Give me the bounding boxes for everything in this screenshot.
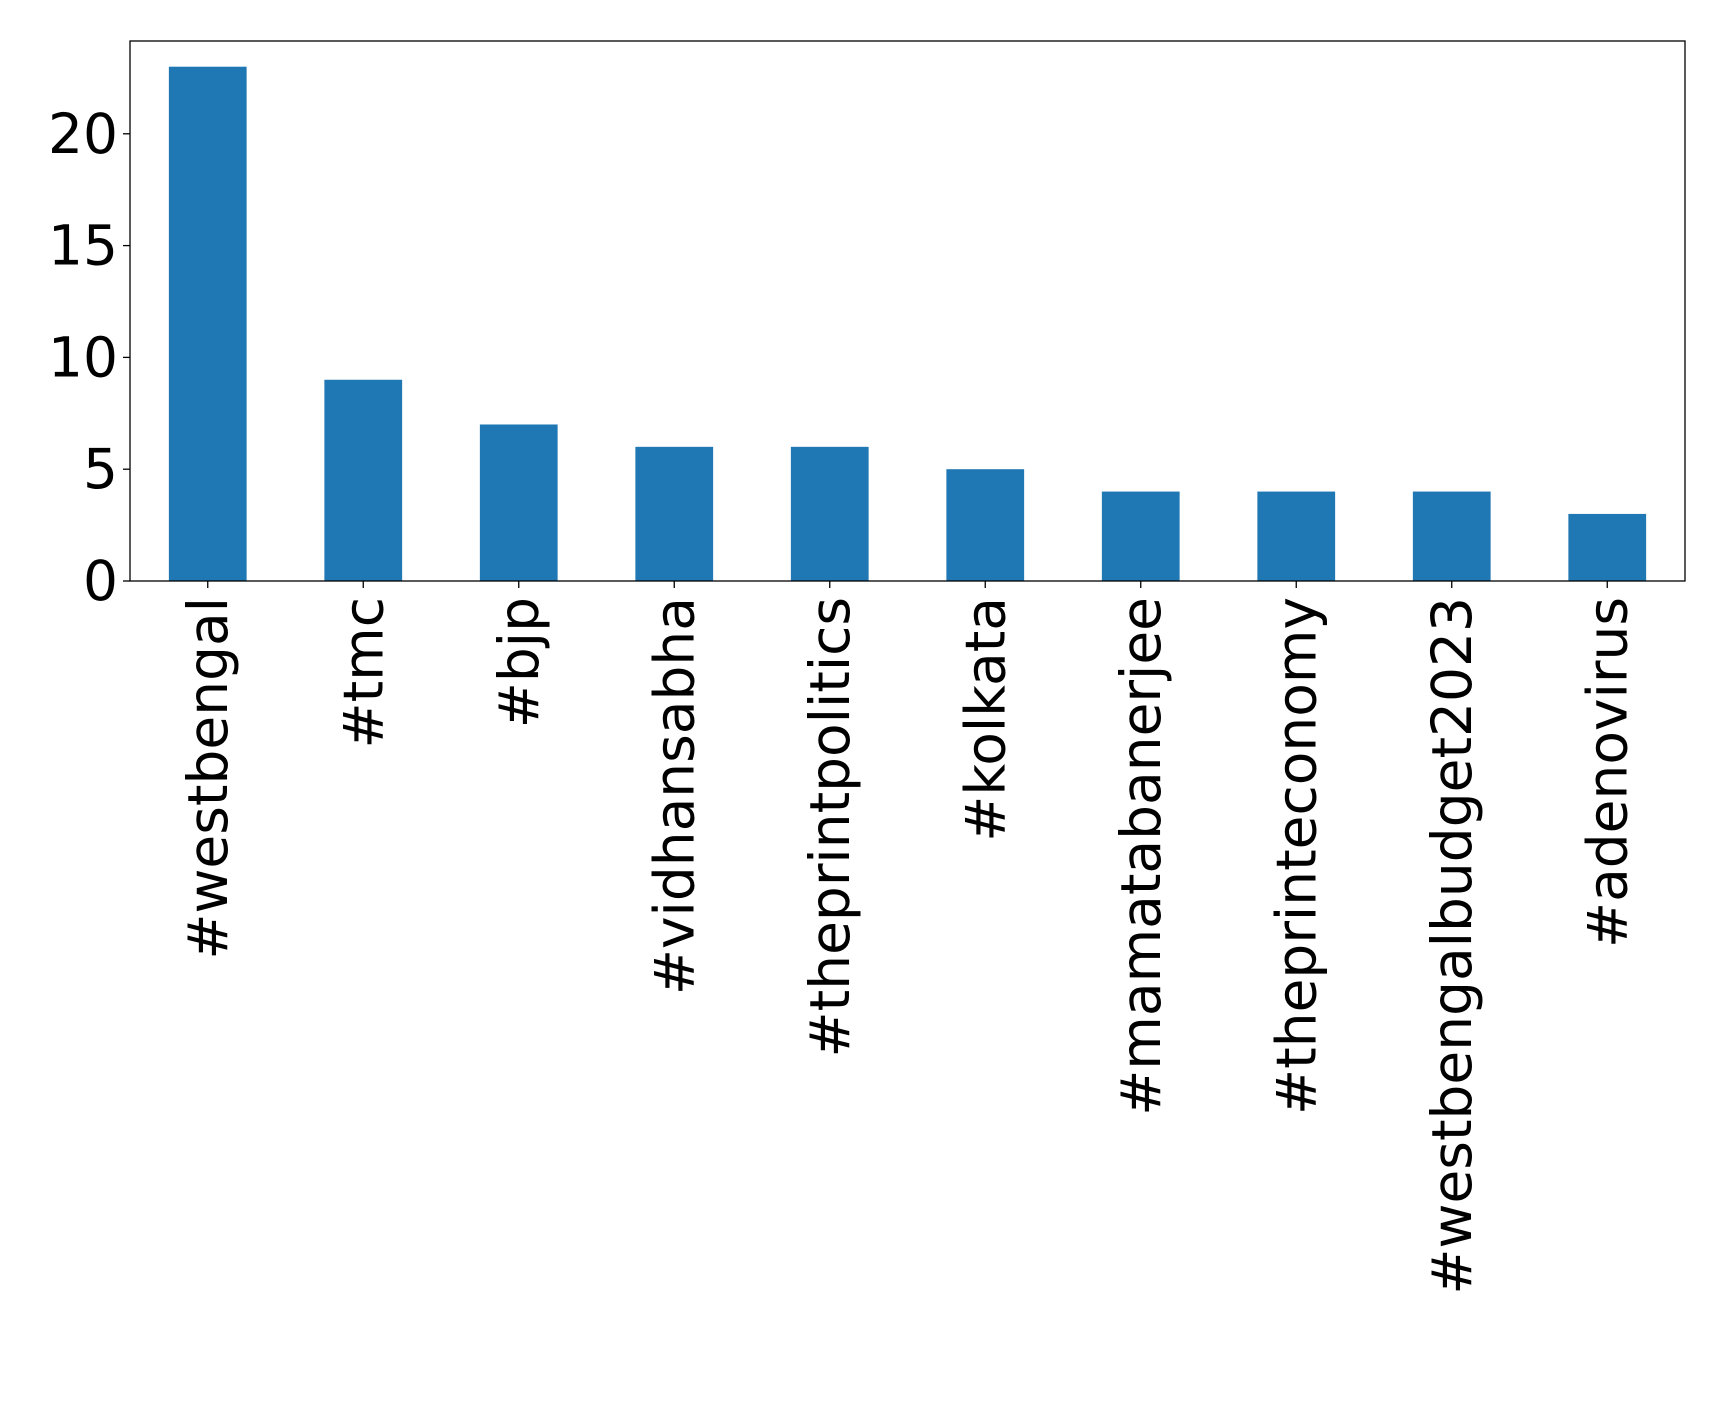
y-tick-label: 15 — [48, 214, 118, 278]
bar-mamatabanerjee — [1101, 491, 1180, 581]
x-axis: #westbengal #tmc #bjp #vidhansabha #theprint… — [176, 581, 1639, 1295]
x-tick-label: #kolkata — [953, 597, 1017, 842]
x-tick-label: #westbengalbudget2023 — [1420, 597, 1484, 1295]
bar-theprinteconomy — [1257, 491, 1336, 581]
y-tick-label: 20 — [48, 102, 118, 166]
y-tick-label: 10 — [48, 325, 118, 389]
x-tick-label: #mamatabanerjee — [1109, 597, 1173, 1116]
bar-westbengalbudget2023 — [1412, 491, 1491, 581]
bar-theprintpolitics — [790, 446, 869, 581]
plot-frame — [129, 40, 1686, 582]
x-tick-label: #bjp — [487, 597, 551, 728]
y-axis: 0 5 10 15 20 — [48, 102, 130, 613]
y-tick-label: 5 — [83, 437, 118, 501]
bar-westbengal — [168, 66, 247, 581]
bar-adenovirus — [1568, 513, 1647, 581]
bar-kolkata — [946, 469, 1025, 581]
bar-tmc — [324, 379, 403, 581]
x-tick-label: #tmc — [331, 597, 395, 748]
x-tick-label: #theprinteconomy — [1264, 597, 1328, 1115]
x-tick-label: #vidhansabha — [642, 597, 706, 995]
x-tick-label: #adenovirus — [1575, 597, 1639, 948]
x-tick-label: #theprintpolitics — [798, 597, 862, 1057]
bar-bjp — [479, 424, 558, 581]
bar-vidhansabha — [635, 446, 714, 581]
y-tick-label: 0 — [83, 549, 118, 613]
x-tick-label: #westbengal — [176, 597, 240, 960]
bars-layer — [168, 66, 1647, 581]
